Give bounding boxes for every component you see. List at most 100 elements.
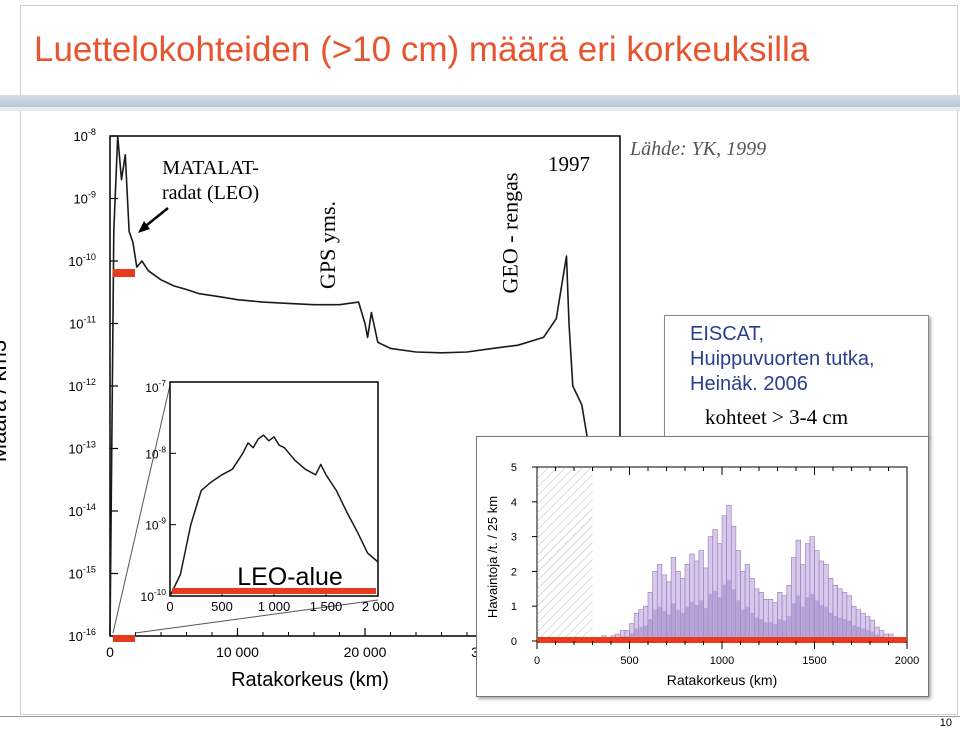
main-ytick-label: 10-12 — [68, 377, 96, 394]
hist-bar-inner — [842, 619, 847, 641]
hist-bar-inner — [736, 600, 740, 641]
hist-bar-inner — [727, 579, 731, 641]
title-divider-band — [0, 95, 960, 107]
hist-bar-inner — [750, 612, 754, 641]
leo-marker-bottom — [113, 635, 135, 642]
hist-bar-inner — [838, 617, 842, 641]
hist-xtick-label: 500 — [620, 655, 638, 667]
geo-annotation: GEO - rengas — [497, 172, 523, 294]
hist-hatched-region — [537, 467, 593, 641]
hist-bar-inner — [639, 626, 643, 641]
hist-bar-inner — [662, 611, 666, 641]
histogram-chart: 0 1 2 3 4 5 0 500 1000 1500 2000 Ratakorkeus (km) Ha… — [485, 462, 919, 688]
hist-bar-inner — [805, 597, 810, 641]
main-ytick-label: 10-9 — [73, 190, 96, 207]
hist-bar-inner — [694, 604, 699, 641]
leo-ytick-label: 10-8 — [145, 444, 166, 461]
hist-ytick-label: 5 — [511, 462, 517, 474]
main-xtick-label: 20 000 — [344, 644, 387, 660]
hist-bar-inner — [773, 623, 777, 641]
leo-region-label: LEO-alue — [237, 563, 343, 591]
leo-range-bar — [172, 588, 376, 594]
hist-bar-inner — [680, 612, 685, 641]
leo-marker-top — [113, 269, 135, 277]
hist-bar-inner — [870, 631, 875, 641]
leo-inset-area — [169, 381, 379, 597]
main-ytick-label: 10-8 — [73, 127, 96, 144]
hist-ylabel: Havaintoja /t. / 25 km — [485, 496, 500, 618]
hist-xtick-label: 1500 — [802, 655, 826, 667]
leo-annotation-line1: MATALAT- — [162, 157, 259, 179]
eiscat-callout: EISCAT, Huippuvuorten tutka, Heinäk. 200… — [664, 315, 929, 437]
eiscat-line2: Huippuvuorten tutka, — [690, 348, 875, 370]
hist-bar-inner — [671, 603, 676, 641]
hist-bar-inner — [796, 595, 801, 641]
hist-xtick-label: 0 — [534, 655, 540, 667]
main-ytick-label: 10-16 — [68, 627, 96, 644]
year-annotation: 1997 — [548, 152, 590, 176]
hist-bar-inner — [764, 622, 768, 641]
hist-bar-inner — [741, 609, 745, 641]
hist-bar-inner — [648, 619, 653, 641]
hist-xtick-label: 2000 — [895, 655, 919, 667]
main-series-line — [109, 135, 620, 637]
hist-bar-inner — [722, 584, 727, 641]
hist-bar-inner — [865, 630, 870, 641]
hist-xlabel: Ratakorkeus (km) — [667, 672, 777, 688]
hist-ytick-label: 4 — [511, 497, 517, 509]
eiscat-line3: Heinäk. 2006 — [690, 373, 808, 395]
hist-bar-inner — [717, 597, 722, 641]
hist-bar-inner — [708, 594, 713, 641]
leo-xtick-label: 500 — [211, 599, 233, 614]
source-annotation: Lähde: YK, 1999 — [630, 138, 767, 160]
hist-bar-inner — [754, 617, 759, 641]
leo-ytick-label: 10-10 — [141, 587, 167, 604]
footer-line — [0, 716, 960, 717]
hist-bar-inner — [847, 620, 851, 641]
main-xtick-label: 10 000 — [216, 644, 259, 660]
eiscat-subtitle: kohteet > 3-4 cm — [705, 405, 849, 429]
hist-bar-inner — [699, 600, 703, 641]
hist-bar-inner — [713, 590, 717, 641]
main-xlabel: Ratakorkeus (km) — [231, 669, 389, 691]
leo-inset: 10-7 10-8 10-9 10-100 500 1 000 1 500 2 000 LEO-… — [141, 378, 395, 614]
slide-frame — [20, 5, 958, 715]
hist-bar-inner — [667, 614, 671, 641]
hist-bar-inner — [643, 625, 648, 641]
leo-ytick-label: 10-7 — [145, 378, 166, 395]
hist-bar-inner — [833, 615, 838, 641]
main-ytick-label: 10-10 — [68, 252, 96, 269]
hist-bar-inner — [653, 609, 657, 641]
hist-bar-inner — [676, 609, 680, 641]
hist-bar-inner — [815, 600, 819, 641]
hist-bar-inner — [791, 603, 796, 641]
hist-bar-inner — [810, 594, 814, 641]
page-number: 10 — [939, 717, 952, 729]
eiscat-text: EISCAT, Huippuvuorten tutka, Heinäk. 200… — [690, 322, 875, 397]
hist-bar-inner — [634, 628, 639, 641]
hist-bar-inner — [690, 601, 694, 641]
hist-ytick-label: 2 — [511, 566, 517, 578]
hist-bar-inner — [787, 615, 791, 641]
zoom-line-right — [134, 599, 379, 634]
leo-annotation-line2: radat (LEO) — [162, 182, 260, 204]
hist-bar-inner — [861, 628, 865, 641]
main-ytick-label: 10-15 — [68, 565, 96, 582]
leo-xtick-label: 1 000 — [258, 599, 291, 614]
hist-bar-inner — [704, 608, 708, 641]
hist-bar-inner — [782, 620, 787, 641]
main-ytick-label: 10-13 — [68, 440, 96, 457]
main-ytick-label: 10-11 — [69, 315, 96, 332]
hist-ytick-label: 0 — [511, 636, 517, 648]
leo-xtick-label: 0 — [166, 599, 173, 614]
hist-bar-inner — [685, 606, 690, 641]
leo-ytick-label: 10-9 — [145, 516, 166, 533]
leo-xtick-label: 2 000 — [362, 599, 395, 614]
hist-ytick-label: 1 — [511, 601, 517, 613]
hist-bar-inner — [801, 606, 805, 641]
hist-bar-inner — [828, 612, 833, 641]
leo-series-line — [169, 434, 379, 597]
hist-bar-inner — [819, 604, 824, 641]
title-divider-shadow — [0, 107, 960, 111]
